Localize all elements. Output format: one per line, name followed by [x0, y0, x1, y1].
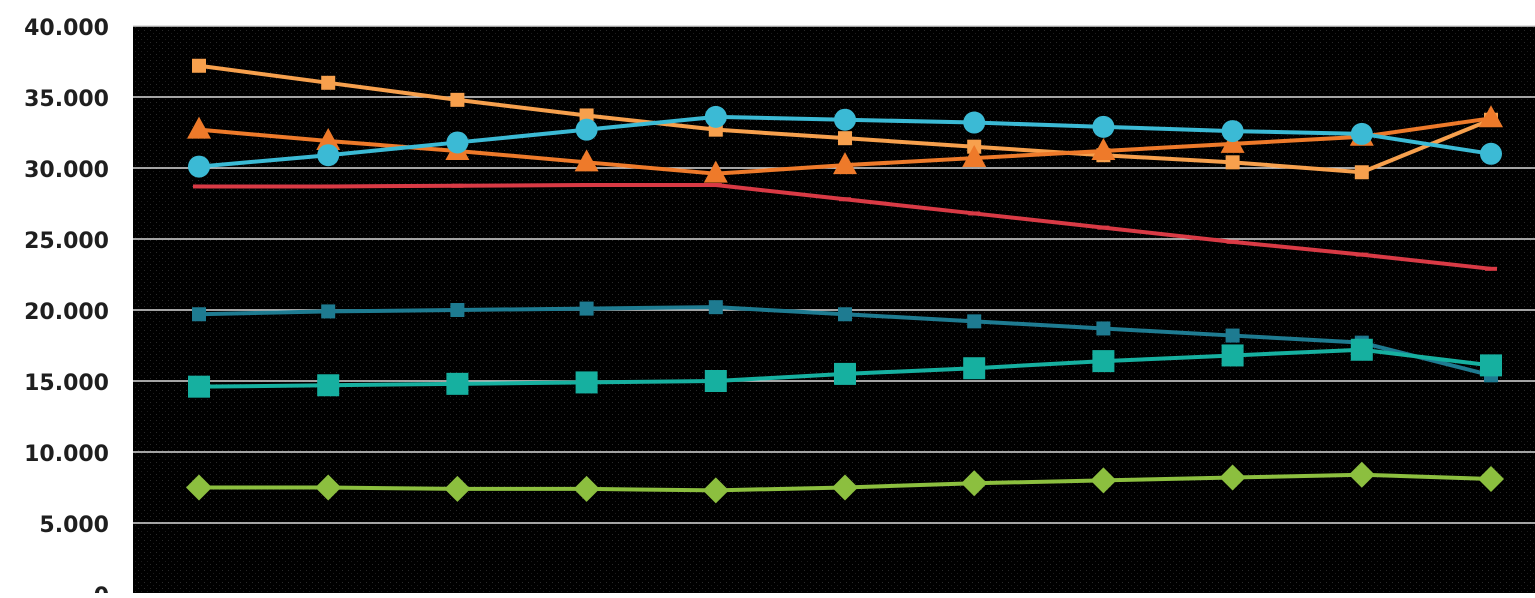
data-point — [961, 470, 988, 497]
data-point — [1096, 321, 1111, 336]
data-point — [708, 300, 723, 315]
y-tick-label: 25.000 — [24, 229, 109, 254]
data-point — [1355, 252, 1368, 257]
series-4 — [193, 183, 1497, 271]
data-point — [704, 105, 727, 128]
data-point — [1091, 137, 1116, 160]
data-point — [446, 131, 469, 154]
data-point — [1480, 142, 1502, 165]
data-point — [1350, 338, 1373, 361]
data-point — [963, 111, 986, 134]
data-point — [575, 371, 598, 394]
y-tick-label: 40.000 — [24, 16, 109, 41]
data-point — [1348, 461, 1375, 488]
data-point — [450, 92, 465, 107]
data-point — [573, 475, 600, 502]
data-point — [321, 304, 336, 319]
y-tick-label: 30.000 — [24, 158, 109, 183]
data-point — [575, 118, 598, 141]
data-point — [962, 145, 987, 168]
data-point — [834, 108, 856, 131]
data-point — [1225, 155, 1240, 170]
data-point — [834, 362, 856, 385]
data-point — [315, 474, 342, 501]
data-point — [316, 128, 341, 151]
data-point — [839, 197, 851, 202]
data-point — [967, 314, 982, 329]
data-point — [1092, 115, 1115, 138]
data-point — [317, 374, 340, 397]
series-7 — [186, 461, 1504, 504]
data-point — [1092, 350, 1115, 373]
data-point — [579, 108, 594, 123]
data-point — [1219, 464, 1246, 491]
data-point — [193, 184, 205, 189]
data-point — [188, 155, 210, 178]
data-point — [187, 116, 211, 139]
data-point — [1225, 328, 1240, 343]
data-point — [317, 144, 340, 167]
data-point — [186, 474, 212, 501]
data-point — [833, 152, 857, 175]
data-point — [450, 303, 465, 317]
data-point — [702, 477, 729, 504]
data-point — [322, 184, 335, 189]
data-point — [1485, 266, 1497, 271]
data-point — [446, 372, 469, 395]
data-point — [968, 211, 981, 216]
data-point — [580, 183, 593, 188]
y-tick-label: 15.000 — [24, 371, 109, 396]
y-tick-label: 35.000 — [24, 87, 109, 112]
data-point — [838, 307, 852, 322]
data-point — [1097, 225, 1110, 230]
data-point — [703, 160, 728, 183]
y-tick-label: 10.000 — [24, 442, 109, 467]
data-point — [579, 301, 594, 316]
data-point — [188, 375, 210, 398]
data-point — [1226, 239, 1239, 244]
y-tick-label: 20.000 — [24, 300, 109, 325]
data-point — [192, 58, 206, 73]
y-tick-label: 0 — [94, 584, 109, 593]
data-point — [1479, 105, 1503, 128]
data-point — [321, 75, 336, 90]
data-point — [1480, 354, 1502, 377]
data-point — [1350, 122, 1373, 145]
data-point — [451, 183, 464, 188]
data-point — [444, 475, 471, 502]
data-point — [704, 370, 727, 392]
data-point — [574, 149, 599, 172]
data-point — [1478, 465, 1504, 492]
data-point — [1221, 344, 1244, 367]
series-3 — [188, 105, 1502, 178]
data-point — [1354, 165, 1369, 180]
data-point — [1221, 120, 1244, 143]
data-point — [838, 131, 852, 146]
data-point — [832, 474, 858, 501]
data-point — [192, 307, 206, 322]
data-point — [1090, 467, 1117, 494]
data-point — [709, 183, 722, 188]
data-point — [963, 357, 986, 380]
y-tick-label: 5.000 — [39, 513, 109, 538]
series-6 — [188, 338, 1502, 398]
